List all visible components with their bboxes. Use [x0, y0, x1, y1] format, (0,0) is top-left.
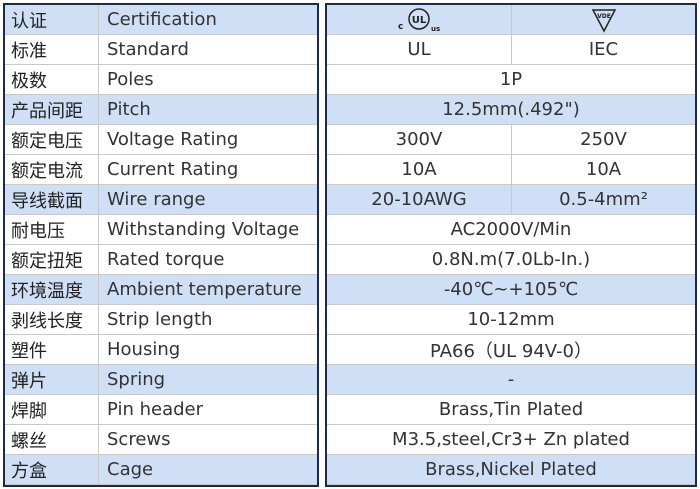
row-label-en: Ambient temperature — [99, 275, 317, 305]
value-cell: 10A — [327, 155, 512, 185]
value-cell: Brass,Tin Plated — [327, 395, 695, 425]
value-cell: 1P — [327, 65, 695, 95]
row-label-en: Pin header — [99, 395, 317, 425]
cert-cell: VDE — [512, 5, 695, 35]
logo-text: VDE — [597, 13, 611, 20]
row-label-zh: 环境温度 — [5, 275, 99, 305]
row-label-zh: 标准 — [5, 35, 99, 65]
row-label-en: Withstanding Voltage — [99, 215, 317, 245]
value-cell: 0.5-4mm² — [512, 185, 695, 215]
value-cell: 20-10AWG — [327, 185, 512, 215]
logo-ring — [408, 7, 430, 30]
row-label-zh: 认证 — [5, 5, 99, 35]
cert-cell: c UL us — [327, 5, 512, 35]
row-label-en: Pitch — [99, 95, 317, 125]
value-cell: 250V — [512, 125, 695, 155]
value-cell: - — [327, 365, 695, 395]
row-label-en: Current Rating — [99, 155, 317, 185]
row-label-en: Standard — [99, 35, 317, 65]
row-label-en: Strip length — [99, 305, 317, 335]
row-label-zh: 导线截面 — [5, 185, 99, 215]
value-cell: 12.5mm(.492") — [327, 95, 695, 125]
row-label-en: Poles — [99, 65, 317, 95]
label-table: 认证 Certification 标准 Standard 极数 Poles 产品间距 Pitc… — [3, 3, 319, 487]
ul-logo: c UL us — [398, 7, 440, 33]
row-label-en: Rated torque — [99, 245, 317, 275]
value-cell: AC2000V/Min — [327, 215, 695, 245]
row-label-zh: 额定电流 — [5, 155, 99, 185]
row-label-zh: 极数 — [5, 65, 99, 95]
value-table: c UL us VDE UL IEC 1P 12.5mm(.492") 300V 250V 1… — [325, 3, 697, 487]
value-cell: 0.8N.m(7.0Lb-In.) — [327, 245, 695, 275]
value-cell: 10-12mm — [327, 305, 695, 335]
value-cell: 300V — [327, 125, 512, 155]
value-cell: M3.5,steel,Cr3+ Zn plated — [327, 425, 695, 455]
value-cell: 10A — [512, 155, 695, 185]
row-label-en: Voltage Rating — [99, 125, 317, 155]
row-label-zh: 剥线长度 — [5, 305, 99, 335]
row-label-en: Wire range — [99, 185, 317, 215]
row-label-zh: 塑件 — [5, 335, 99, 365]
row-label-zh: 螺丝 — [5, 425, 99, 455]
row-label-en: Housing — [99, 335, 317, 365]
row-label-zh: 产品间距 — [5, 95, 99, 125]
row-label-en: Cage — [99, 455, 317, 485]
vde-logo: VDE — [591, 8, 616, 33]
row-label-zh: 方盒 — [5, 455, 99, 485]
logo-text: us — [431, 25, 440, 33]
row-label-zh: 额定扭矩 — [5, 245, 99, 275]
row-label-zh: 焊脚 — [5, 395, 99, 425]
row-label-en: Certification — [99, 5, 317, 35]
value-cell: IEC — [512, 35, 695, 65]
row-label-zh: 弹片 — [5, 365, 99, 395]
row-label-en: Screws — [99, 425, 317, 455]
logo-triangle — [591, 8, 616, 33]
logo-text: c — [398, 22, 403, 32]
value-cell: PA66（UL 94V-0） — [327, 335, 695, 365]
row-label-zh: 额定电压 — [5, 125, 99, 155]
value-cell: UL — [327, 35, 512, 65]
logo-text: UL — [412, 15, 427, 26]
value-cell: -40℃~+105℃ — [327, 275, 695, 305]
value-cell: Brass,Nickel Plated — [327, 455, 695, 485]
row-label-en: Spring — [99, 365, 317, 395]
row-label-zh: 耐电压 — [5, 215, 99, 245]
